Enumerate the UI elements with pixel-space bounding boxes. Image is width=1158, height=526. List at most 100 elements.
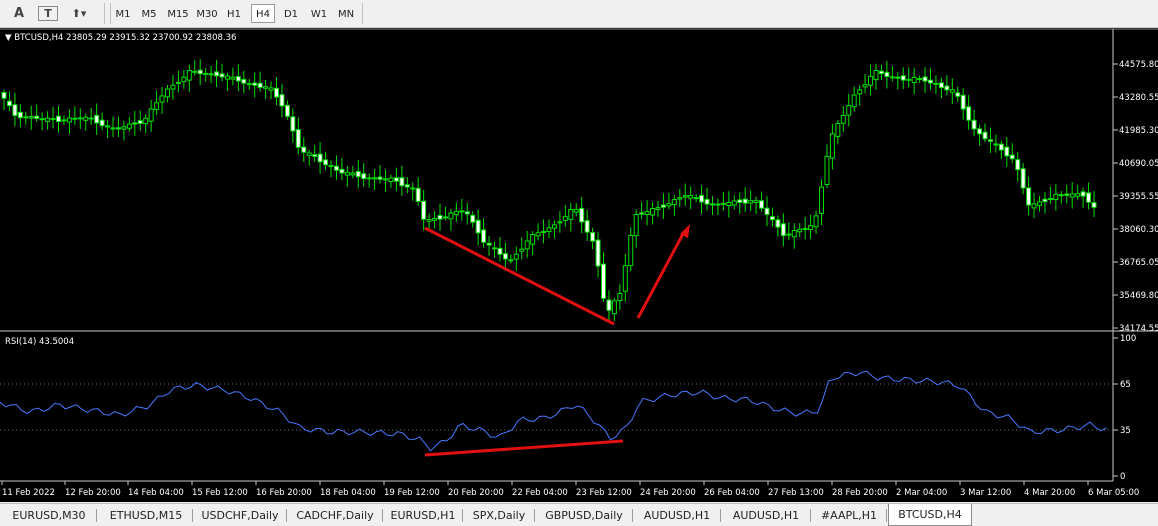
candle-body: [508, 259, 514, 262]
candle-body: [579, 207, 585, 223]
timeframe-m15-button[interactable]: M15: [167, 9, 189, 20]
chart-tab[interactable]: AUDUSD,H1: [643, 509, 711, 522]
timeframe-w1-button[interactable]: W1: [310, 9, 328, 20]
text-tool-icon[interactable]: A: [13, 6, 25, 21]
candle-body: [617, 293, 623, 302]
candle-body: [224, 75, 230, 80]
candle-body: [1031, 203, 1037, 209]
time-tick-label: 4 Mar 20:00: [1024, 488, 1075, 498]
chart-tab[interactable]: BTCUSD,H4: [888, 504, 972, 526]
candle-body: [432, 218, 438, 221]
candle-body: [442, 216, 448, 219]
candle-body: [993, 143, 999, 146]
candle-body: [459, 210, 465, 213]
candle-body: [1080, 191, 1086, 197]
candle-body: [513, 253, 519, 260]
rsi-trendline[interactable]: [424, 439, 624, 457]
candle-body: [415, 187, 421, 202]
chart-tab[interactable]: ETHUSD,M15: [109, 509, 183, 522]
chart-tab[interactable]: EURUSD,H1: [390, 509, 456, 522]
candle-body: [502, 253, 508, 260]
tab-separator: [534, 509, 535, 522]
time-tick-label: 16 Feb 20:00: [256, 488, 312, 498]
candle-body: [464, 211, 470, 215]
candle-body: [34, 115, 40, 119]
time-tick-label: 18 Feb 04:00: [320, 488, 376, 498]
candle-body: [497, 247, 503, 255]
candle-body: [241, 78, 247, 84]
candle-body: [372, 177, 378, 180]
chart-tab[interactable]: AUDUSD,H1: [732, 509, 800, 522]
arrows-tool-icon[interactable]: ⬆▾: [71, 7, 87, 20]
price-trendline-up[interactable]: [636, 231, 686, 319]
candle-body: [873, 69, 879, 81]
candle-body: [323, 159, 329, 166]
toolbar-separator: [362, 3, 363, 24]
text-label-tool-icon[interactable]: T: [38, 6, 58, 21]
price-tick-label: 41985.30: [1119, 126, 1158, 136]
candle-body: [50, 118, 56, 121]
candle-body: [949, 89, 955, 93]
candle-body: [655, 207, 661, 210]
timeframe-d1-button[interactable]: D1: [283, 9, 299, 20]
candle-body: [715, 203, 721, 206]
candle-body: [235, 76, 241, 82]
candle-body: [306, 152, 312, 156]
chart-tab[interactable]: USDCHF,Daily: [201, 509, 279, 522]
tab-separator: [886, 509, 887, 522]
price-trendline-down[interactable]: [424, 226, 615, 326]
timeframe-mn-button[interactable]: MN: [337, 9, 355, 20]
chart-window[interactable]: 44575.80 43280.55 41985.30 40690.05 39355.55…: [0, 28, 1158, 502]
candle-body: [383, 178, 388, 181]
candle-body: [688, 195, 694, 199]
timeframe-m30-button[interactable]: M30: [196, 9, 218, 20]
candle-body: [274, 87, 279, 98]
candle-body: [301, 146, 307, 153]
chart-tab[interactable]: SPX,Daily: [472, 509, 526, 522]
candle-body: [83, 116, 89, 121]
toolbar-separator: [104, 3, 105, 24]
timeframe-h1-button[interactable]: H1: [227, 9, 241, 20]
candle-body: [535, 232, 541, 237]
candle-body: [819, 186, 824, 214]
timeframe-h4-button[interactable]: H4: [251, 4, 275, 23]
candle-body: [911, 76, 917, 84]
candle-body: [208, 73, 214, 76]
candle-body: [693, 197, 699, 200]
tab-separator: [192, 509, 193, 522]
candle-body: [835, 123, 841, 137]
candle-body: [982, 131, 988, 140]
rsi-line: [0, 370, 1107, 452]
time-tick-label: 24 Feb 20:00: [640, 488, 696, 498]
candle-body: [328, 164, 334, 167]
time-tick-label: 14 Feb 04:00: [128, 488, 184, 498]
candle-body: [290, 116, 296, 132]
chart-tabs-bar: EURUSD,M30 ETHUSD,M15 USDCHF,Daily CADCHF,D…: [0, 503, 1158, 526]
candle-body: [644, 211, 650, 216]
candle-body: [475, 219, 481, 234]
chart-header: ▼ BTCUSD,H4 23805.29 23915.32 23700.92 2…: [5, 33, 236, 43]
candle-body: [917, 78, 923, 81]
candle-body: [105, 125, 111, 128]
candle-body: [1004, 146, 1010, 157]
candle-body: [355, 171, 361, 178]
candle-body: [546, 227, 552, 233]
candle-body: [121, 126, 127, 130]
candle-body: [1075, 193, 1081, 197]
chart-tab[interactable]: GBPUSD,Daily: [545, 509, 623, 522]
price-tick-label: 35469.80: [1119, 291, 1158, 301]
candle-body: [933, 82, 939, 85]
candle-body: [99, 119, 105, 127]
candle-body: [186, 69, 192, 81]
timeframe-m1-button[interactable]: M1: [115, 9, 131, 20]
chart-tab[interactable]: #AAPL,H1: [820, 509, 878, 522]
candle-body: [56, 115, 61, 123]
candle-body: [671, 199, 677, 206]
candle-body: [846, 105, 852, 116]
candle-body: [966, 106, 972, 121]
chart-tab[interactable]: EURUSD,M30: [12, 509, 86, 522]
candle-body: [175, 81, 181, 84]
candle-body: [388, 177, 394, 182]
timeframe-m5-button[interactable]: M5: [141, 9, 157, 20]
chart-tab[interactable]: CADCHF,Daily: [296, 509, 374, 522]
